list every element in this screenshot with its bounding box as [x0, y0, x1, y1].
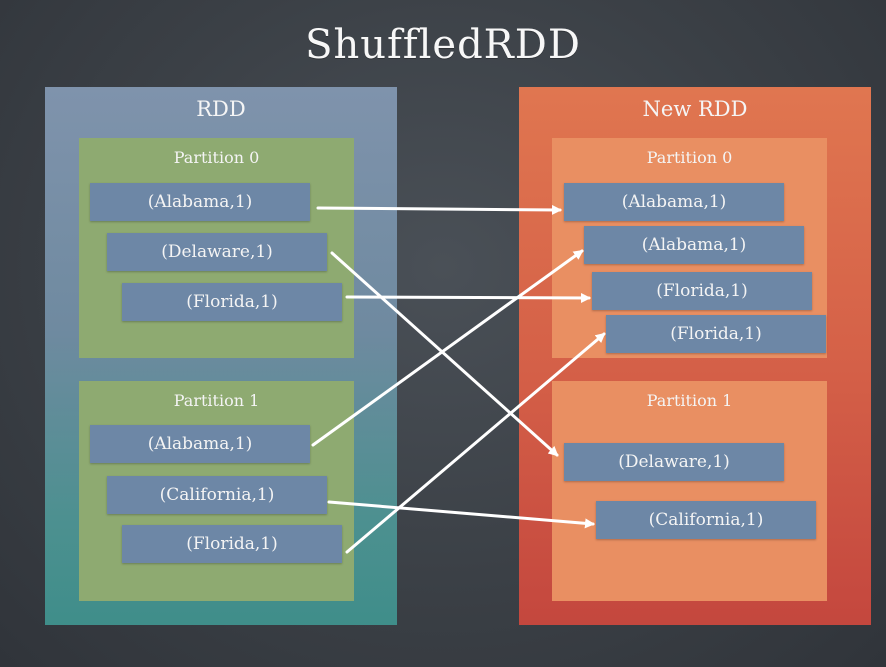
- diagram-title: ShuffledRDD: [305, 22, 581, 68]
- source-p0-record-delaware: (Delaware,1): [107, 233, 327, 271]
- source-partition-1-label: Partition 1: [173, 391, 260, 410]
- source-rdd-label: RDD: [196, 97, 246, 121]
- arrow-florida-p1: [345, 332, 606, 554]
- target-p0-record-alabama-a: (Alabama,1): [564, 183, 784, 221]
- target-partition-0-label: Partition 0: [646, 148, 733, 167]
- source-partition-0-label: Partition 0: [173, 148, 260, 167]
- arrow-florida-p0: [345, 292, 591, 303]
- target-rdd-label: New RDD: [642, 97, 748, 121]
- target-p1-record-delaware: (Delaware,1): [564, 443, 784, 481]
- arrow-alabama-p0: [316, 204, 562, 215]
- arrow-california-p1: [327, 500, 595, 529]
- target-partition-1-label: Partition 1: [646, 391, 733, 410]
- source-p1-record-florida: (Florida,1): [122, 525, 342, 563]
- arrow-delaware-p0: [330, 251, 559, 457]
- source-p0-record-alabama: (Alabama,1): [90, 183, 310, 221]
- target-p0-record-alabama-b: (Alabama,1): [584, 226, 804, 264]
- target-p0-record-florida-b: (Florida,1): [606, 315, 826, 353]
- source-p0-record-florida: (Florida,1): [122, 283, 342, 321]
- source-p1-record-alabama: (Alabama,1): [90, 425, 310, 463]
- target-partition-1: Partition 1: [552, 381, 827, 601]
- target-p1-record-california: (California,1): [596, 501, 816, 539]
- arrow-alabama-p1: [311, 249, 584, 447]
- target-p0-record-florida-a: (Florida,1): [592, 272, 812, 310]
- source-p1-record-california: (California,1): [107, 476, 327, 514]
